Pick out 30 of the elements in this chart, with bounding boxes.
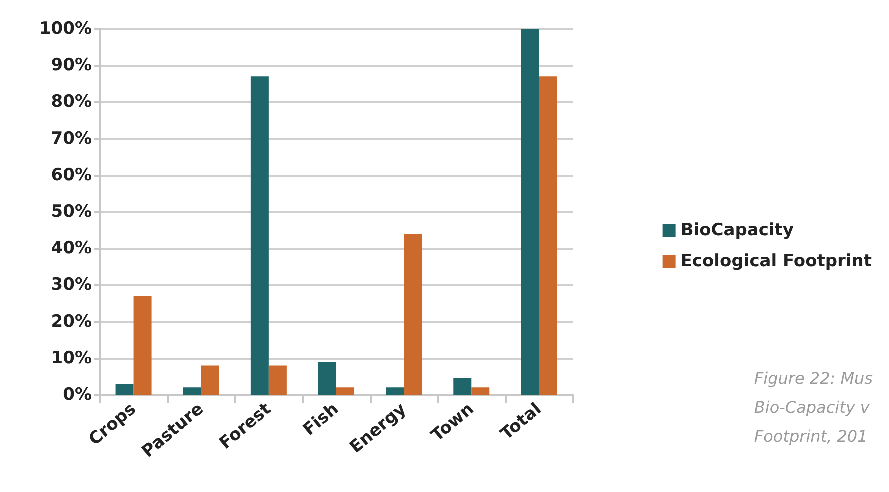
y-tick-label: 40% bbox=[51, 238, 92, 259]
bar bbox=[250, 76, 269, 395]
y-tick-label: 10% bbox=[51, 348, 92, 368]
bar bbox=[268, 366, 287, 395]
text: Footprint, 201 bbox=[754, 427, 868, 446]
bar bbox=[201, 366, 220, 395]
bar bbox=[336, 388, 354, 395]
bar bbox=[318, 362, 336, 395]
bar bbox=[116, 384, 134, 395]
bar bbox=[134, 296, 152, 395]
text: Bio-Capacity v bbox=[754, 398, 870, 417]
bar bbox=[183, 388, 202, 395]
bar bbox=[539, 76, 558, 395]
y-tick-label: 70% bbox=[51, 128, 92, 149]
y-tick-label: 60% bbox=[51, 165, 92, 186]
y-tick-label: 100% bbox=[39, 19, 92, 39]
y-tick-label: 20% bbox=[51, 312, 92, 332]
y-tick-label: 0% bbox=[63, 385, 92, 405]
caption: Figure 22: Mus bbox=[754, 369, 874, 388]
bar bbox=[472, 388, 490, 395]
bar bbox=[454, 378, 472, 395]
legend-label: Ecological Footprint bbox=[680, 252, 872, 272]
y-tick-label: 50% bbox=[51, 202, 92, 222]
y-tick-label: 80% bbox=[51, 92, 92, 112]
y-tick-label: 90% bbox=[51, 56, 92, 76]
bar bbox=[386, 388, 404, 395]
y-tick-label: 30% bbox=[51, 275, 92, 296]
bar bbox=[404, 234, 422, 395]
legend-label: BioCapacity bbox=[680, 220, 794, 240]
bar bbox=[521, 29, 540, 395]
